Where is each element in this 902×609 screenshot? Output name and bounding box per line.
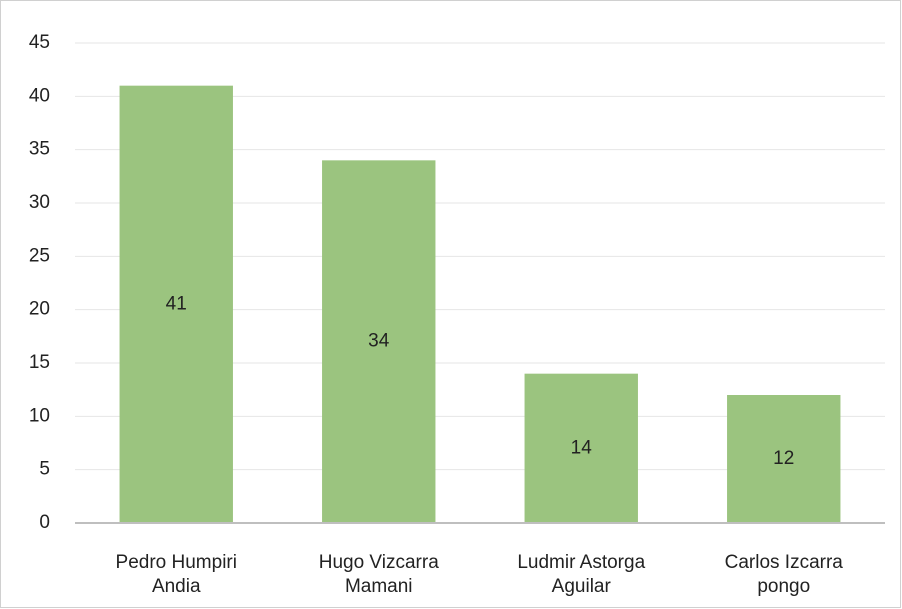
data-label: 34 [368,331,390,352]
y-tick-label: 45 [29,32,50,53]
y-tick-label: 0 [39,512,50,533]
y-tick-label: 35 [29,139,50,160]
data-label: 12 [773,448,794,469]
y-tick-label: 40 [29,85,50,106]
x-tick-label: Carlos Izcarra pongo [725,552,844,597]
bar [524,373,638,523]
y-tick-label: 5 [39,459,50,480]
bar [322,160,436,524]
y-tick-label: 20 [29,299,50,320]
y-tick-label: 30 [29,192,50,213]
data-label: 41 [166,293,187,314]
x-tick-label: Pedro Humpiri Andia [116,552,237,597]
y-tick-label: 15 [29,352,50,373]
data-label: 14 [571,437,593,458]
bar [727,395,841,523]
bar [119,85,233,524]
y-tick-label: 25 [29,245,50,266]
x-tick-label: Ludmir Astorga Aguilar [517,552,645,597]
y-tick-label: 10 [29,405,50,426]
x-tick-label: Hugo Vizcarra Mamani [319,552,439,597]
